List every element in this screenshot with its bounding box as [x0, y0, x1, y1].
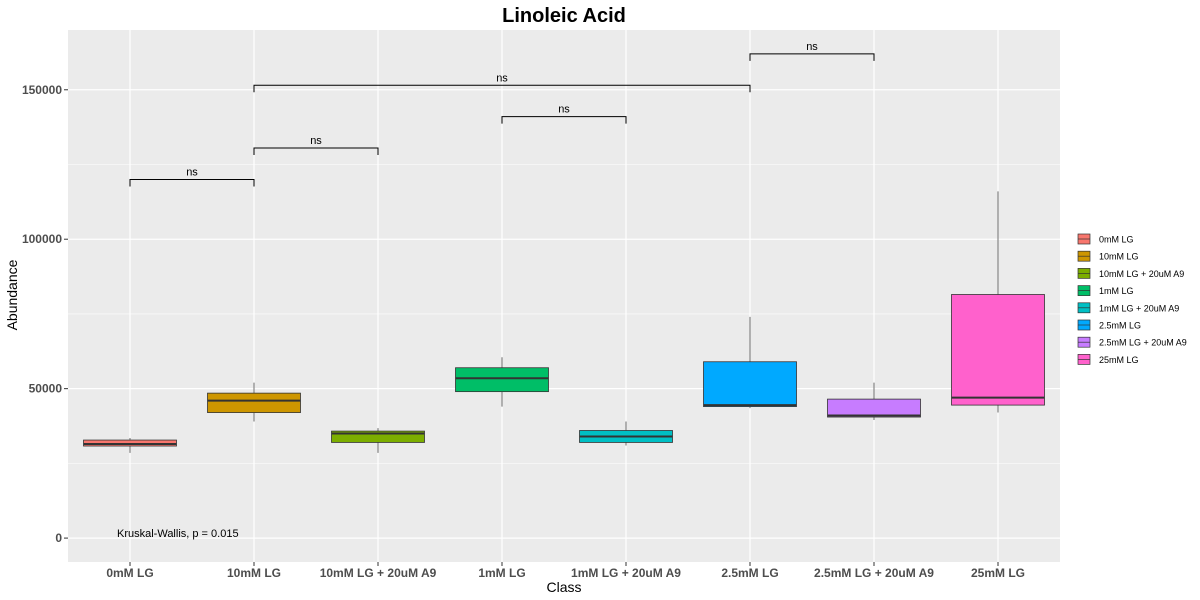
legend-entry-4: 1mM LG: [1077, 285, 1134, 296]
comparison-bracket-2: ns: [253, 135, 379, 156]
legend-label: 25mM LG: [1099, 355, 1139, 365]
significance-label: ns: [558, 104, 570, 116]
y-tick-label: 150000: [22, 83, 62, 97]
significance-label: ns: [496, 72, 508, 84]
kruskal-wallis-annotation: Kruskal-Wallis, p = 0.015: [117, 528, 239, 540]
legend-entry-1: 0mM LG: [1077, 233, 1134, 245]
box-8: [951, 191, 1045, 413]
comparison-brackets: ns ns ns ns ns: [129, 41, 875, 187]
x-tick-label: 2.5mM LG: [721, 566, 778, 580]
comparison-bracket-1: ns: [129, 166, 255, 187]
legend-label: 10mM LG + 20uM A9: [1099, 269, 1184, 279]
box-7: [827, 382, 921, 421]
plot-panel: [68, 30, 1060, 562]
y-tick-label: 100000: [22, 232, 62, 246]
box-4: [455, 357, 549, 407]
legend-entry-8: 25mM LG: [1077, 354, 1139, 365]
box-body: [703, 361, 797, 407]
box-1: [83, 437, 177, 453]
boxes: [83, 191, 1045, 453]
box-body: [331, 430, 425, 443]
x-axis-title: Class: [546, 579, 581, 595]
significance-label: ns: [186, 166, 198, 178]
legend-entry-7: 2.5mM LG + 20uM A9: [1077, 336, 1187, 348]
box-3: [331, 428, 425, 453]
box-5: [579, 421, 673, 446]
legend-entry-3: 10mM LG + 20uM A9: [1077, 268, 1184, 279]
bracket-line: [253, 147, 379, 156]
bracket-line: [129, 178, 255, 187]
x-tick-label: 25mM LG: [971, 566, 1025, 580]
box-body: [951, 294, 1045, 406]
bracket-line: [253, 84, 751, 93]
chart-title: Linoleic Acid: [502, 5, 626, 27]
legend-entry-5: 1mM LG + 20uM A9: [1077, 302, 1179, 313]
x-tick-label: 1mM LG + 20uM A9: [571, 566, 681, 580]
significance-label: ns: [310, 135, 322, 147]
legend-label: 1mM LG: [1099, 286, 1134, 296]
comparison-bracket-5: ns: [749, 41, 875, 61]
x-axis: 0mM LG 10mM LG 10mM LG + 20uM A9 1mM LG 1mM …: [106, 562, 1025, 580]
comparison-bracket-3: ns: [501, 104, 627, 124]
comparison-bracket-4: ns: [253, 72, 751, 93]
bracket-line: [501, 116, 627, 124]
significance-label: ns: [806, 41, 818, 53]
box-body: [455, 367, 549, 393]
legend-label: 2.5mM LG + 20uM A9: [1099, 338, 1187, 348]
box-2: [207, 382, 301, 422]
legend-label: 10mM LG: [1099, 252, 1139, 262]
y-tick-label: 0: [55, 531, 62, 545]
box-6: [703, 316, 797, 409]
legend: 0mM LG 10mM LG 10mM LG + 20uM A9 1mM LG 1mM …: [1077, 233, 1187, 365]
y-axis: 0 50000 100000 150000: [22, 83, 68, 545]
x-tick-label: 10mM LG: [227, 566, 281, 580]
legend-label: 1mM LG + 20uM A9: [1099, 303, 1179, 313]
x-tick-label: 2.5mM LG + 20uM A9: [814, 566, 934, 580]
box-body: [827, 398, 921, 418]
legend-label: 2.5mM LG: [1099, 321, 1141, 331]
box-body: [207, 392, 301, 413]
bracket-line: [749, 53, 875, 61]
x-tick-label: 10mM LG + 20uM A9: [320, 566, 437, 580]
y-tick-label: 50000: [29, 382, 63, 396]
legend-entry-6: 2.5mM LG: [1077, 319, 1141, 331]
legend-entry-2: 10mM LG: [1077, 250, 1139, 262]
x-tick-label: 0mM LG: [106, 566, 153, 580]
x-tick-label: 1mM LG: [478, 566, 525, 580]
y-axis-title: Abundance: [4, 259, 20, 330]
legend-label: 0mM LG: [1099, 235, 1134, 245]
